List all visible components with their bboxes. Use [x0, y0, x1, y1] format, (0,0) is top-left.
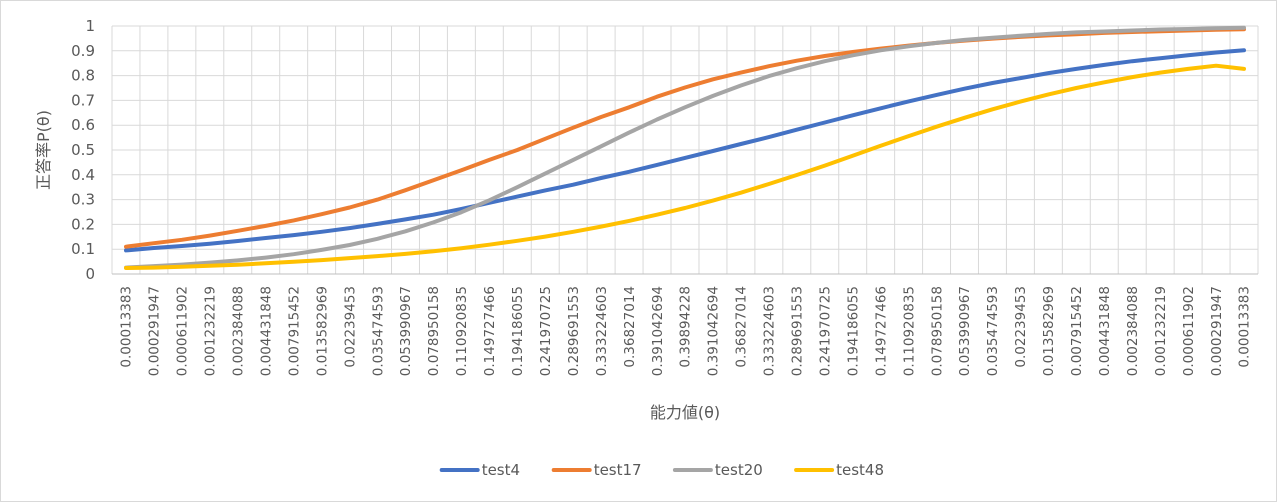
y-tick-label: 1	[85, 17, 95, 35]
x-tick-label: 0.000611902	[1181, 286, 1197, 376]
x-tick-label: 0.391042694	[706, 286, 722, 376]
x-tick-label: 0.36827014	[734, 286, 750, 368]
x-tick-label: 0.333224603	[594, 286, 610, 376]
x-tick-label: 0.053990967	[398, 286, 414, 376]
y-tick-label: 0.8	[71, 67, 95, 85]
y-tick-label: 0.9	[71, 42, 95, 60]
legend-label-test17: test17	[594, 461, 642, 479]
x-tick-label: 0.289691553	[566, 286, 582, 376]
x-axis-title: 能力値(θ)	[650, 403, 720, 422]
x-tick-label: 0.36827014	[622, 286, 638, 368]
y-tick-label: 0.7	[71, 91, 95, 109]
x-tick-label: 0.013582969	[314, 286, 330, 376]
x-tick-label: 0.241970725	[538, 286, 554, 376]
series-line-test4	[124, 48, 1246, 253]
x-tick-label: 0.001232219	[203, 286, 219, 376]
x-tick-label: 0.000291947	[1209, 286, 1225, 376]
x-tick-label: 0.007915452	[1069, 286, 1085, 376]
x-tick-label: 0.00013383	[1237, 286, 1253, 368]
y-tick-label: 0.3	[71, 191, 95, 209]
x-tick-label: 0.053990967	[957, 286, 973, 376]
series-line-test17	[124, 27, 1246, 249]
legend-label-test4: test4	[482, 461, 520, 479]
y-tick-label: 0.2	[71, 215, 95, 233]
x-axis-ticks: 0.00013383 0.000291947 0.000611902 0.001232…	[119, 286, 1253, 376]
y-axis-ticks: 0 0.1 0.2 0.3 0.4 0.5 0.6 0.7 0.8 0.9 1	[71, 17, 95, 283]
x-tick-label: 0.241970725	[817, 286, 833, 376]
x-tick-label: 0.035474593	[985, 286, 1001, 376]
x-tick-label: 0.078950158	[929, 286, 945, 376]
x-tick-label: 0.39894228	[678, 286, 694, 368]
x-tick-label: 0.110920835	[901, 286, 917, 376]
x-tick-label: 0.078950158	[426, 286, 442, 376]
y-tick-label: 0.4	[71, 166, 95, 184]
legend: test4 test17 test20 test48	[439, 461, 884, 479]
x-tick-label: 0.013582969	[1041, 286, 1057, 376]
x-tick-label: 0.110920835	[454, 286, 470, 376]
x-tick-label: 0.149727466	[873, 286, 889, 376]
y-tick-label: 0	[85, 265, 95, 283]
x-tick-label: 0.02239453	[1013, 286, 1029, 368]
x-tick-label: 0.004431848	[1097, 286, 1113, 376]
x-tick-label: 0.00013383	[119, 286, 135, 368]
x-tick-label: 0.149727466	[482, 286, 498, 376]
legend-label-test48: test48	[836, 461, 884, 479]
series-line-test48	[124, 63, 1246, 270]
x-tick-label: 0.194186055	[510, 286, 526, 376]
x-tick-label: 0.002384088	[1125, 286, 1141, 376]
grid-lines	[111, 25, 1259, 275]
x-tick-label: 0.391042694	[650, 286, 666, 376]
x-tick-label: 0.002384088	[231, 286, 247, 376]
x-tick-label: 0.000611902	[175, 286, 191, 376]
series-lines	[124, 25, 1246, 270]
x-tick-label: 0.004431848	[258, 286, 274, 376]
x-tick-label: 0.007915452	[286, 286, 302, 376]
y-tick-label: 0.5	[71, 141, 95, 159]
x-tick-label: 0.035474593	[370, 286, 386, 376]
x-tick-label: 0.333224603	[762, 286, 778, 376]
x-tick-label: 0.289691553	[790, 286, 806, 376]
x-tick-label: 0.02239453	[342, 286, 358, 368]
series-line-test20	[124, 25, 1246, 270]
y-axis-title: 正答率P(θ)	[34, 110, 53, 190]
y-tick-label: 0.6	[71, 116, 95, 134]
legend-label-test20: test20	[715, 461, 763, 479]
x-tick-label: 0.001232219	[1153, 286, 1169, 376]
x-tick-label: 0.194186055	[845, 286, 861, 376]
x-tick-label: 0.000291947	[147, 286, 163, 376]
y-tick-label: 0.1	[71, 240, 95, 258]
